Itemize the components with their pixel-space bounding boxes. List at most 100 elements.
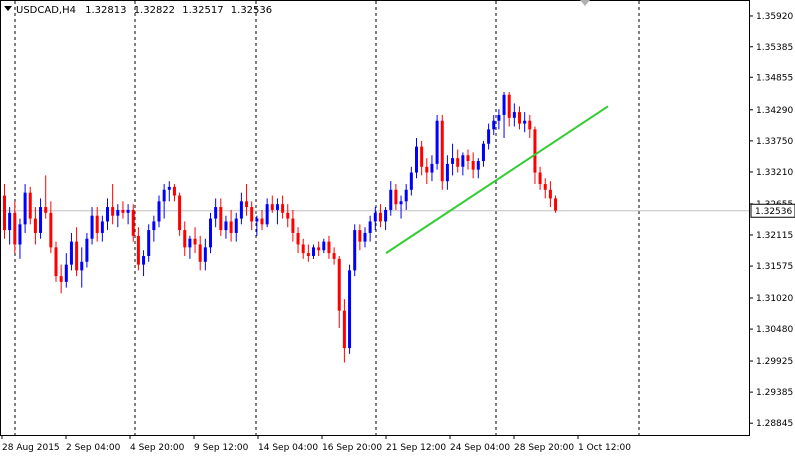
y-tick-label: 1.31575	[756, 262, 793, 272]
current-price-tag: 1.32536	[750, 203, 795, 218]
open-value: 1.32813	[85, 5, 126, 16]
candle	[54, 241, 58, 282]
candle-body	[306, 253, 310, 256]
candle	[538, 166, 542, 190]
candle	[281, 195, 285, 219]
candle	[3, 184, 6, 239]
candle	[198, 235, 202, 271]
candle	[430, 155, 434, 182]
candle-body	[502, 94, 506, 115]
candle	[85, 232, 89, 268]
candle	[136, 227, 140, 271]
candle-body	[260, 218, 264, 225]
x-tick-label: 28 Aug 2015	[2, 443, 60, 453]
dropdown-triangle-icon[interactable]	[4, 6, 12, 11]
y-tick-label: 1.31020	[756, 294, 793, 304]
candle-body	[533, 129, 537, 173]
candle-body	[75, 241, 79, 271]
candle-body	[100, 221, 104, 233]
candle-body	[250, 207, 254, 222]
candle	[358, 224, 362, 251]
candle-body	[378, 212, 382, 222]
candle	[126, 204, 130, 225]
y-tick-label: 1.35920	[756, 12, 793, 22]
candle-body	[466, 155, 470, 162]
candle	[378, 204, 382, 228]
candle	[13, 201, 17, 254]
candle	[28, 186, 32, 225]
candle-body	[291, 218, 295, 233]
candle-body	[363, 232, 367, 242]
candle-body	[507, 94, 511, 118]
x-tick-label: 21 Sep 12:00	[386, 443, 446, 453]
candle	[39, 198, 43, 239]
candle-body	[409, 172, 413, 190]
candle	[497, 109, 501, 130]
candle-body	[353, 230, 357, 271]
candle	[440, 114, 444, 190]
current-price-label: 1.32536	[755, 207, 792, 217]
candle	[296, 227, 300, 254]
chart-shift-marker-icon[interactable]	[580, 0, 590, 6]
candle	[445, 155, 449, 190]
candle	[59, 264, 63, 294]
candle	[131, 204, 135, 242]
candle	[111, 184, 115, 225]
x-tick-label: 14 Sep 04:00	[258, 443, 318, 453]
candle	[384, 207, 388, 231]
candle-body	[157, 201, 161, 222]
candle	[342, 299, 346, 363]
candle-body	[116, 209, 120, 216]
candle-body	[445, 163, 449, 182]
candle	[435, 114, 439, 170]
candle	[90, 207, 94, 245]
candle	[420, 140, 424, 176]
candle-body	[136, 235, 140, 265]
trendline[interactable]	[385, 105, 609, 254]
plot-frame	[0, 0, 750, 436]
candle-body	[183, 230, 187, 248]
candle	[451, 143, 455, 176]
candle	[461, 152, 465, 176]
x-tick-label: 2 Sep 04:00	[66, 443, 121, 453]
candle	[404, 184, 408, 210]
candle	[116, 204, 120, 228]
candle	[543, 178, 547, 199]
candle-body	[487, 129, 491, 144]
candle	[95, 207, 99, 242]
y-tick-label: 1.32115	[756, 231, 793, 241]
candle-body	[167, 186, 171, 190]
candle-body	[106, 207, 109, 222]
candle-body	[543, 184, 547, 190]
candle-body	[420, 146, 424, 167]
candle	[481, 140, 485, 167]
candle-body	[224, 221, 228, 231]
candle-body	[126, 209, 130, 213]
candle-body	[301, 244, 305, 254]
y-tick-label: 1.28845	[756, 419, 793, 429]
candle	[167, 181, 171, 202]
candle-body	[518, 112, 521, 124]
candle	[286, 204, 290, 228]
candle	[306, 244, 310, 262]
candle	[487, 123, 491, 150]
candle-body	[471, 161, 475, 170]
candle-body	[337, 258, 341, 311]
candle-body	[554, 198, 558, 211]
candle-body	[111, 207, 115, 216]
candle	[322, 238, 326, 254]
candle-body	[286, 212, 290, 219]
candle-body	[312, 247, 315, 256]
candle-body	[33, 218, 37, 233]
candle	[18, 218, 22, 259]
period-separators	[14, 1, 640, 435]
candle-body	[121, 209, 125, 213]
candle-body	[162, 189, 166, 202]
candle	[209, 212, 212, 254]
candle	[348, 264, 352, 354]
candle-body	[193, 238, 197, 245]
candle	[317, 241, 321, 256]
candle-body	[172, 186, 176, 196]
candle	[8, 207, 12, 245]
